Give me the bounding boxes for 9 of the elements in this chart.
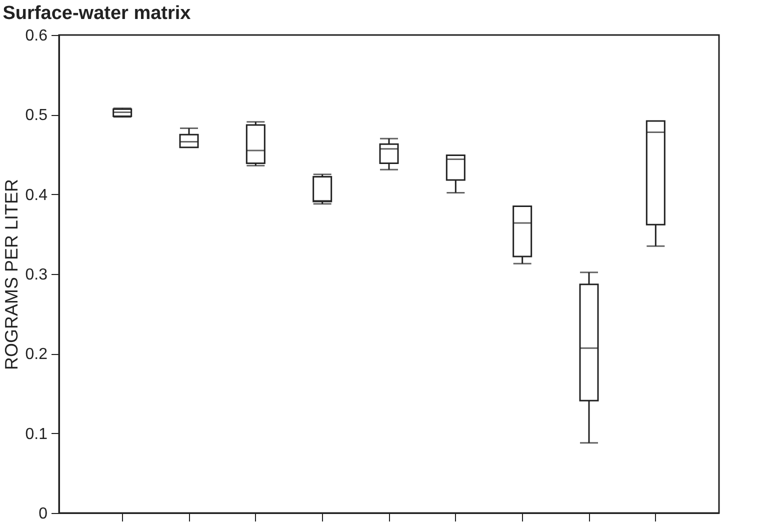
- y-tick-label: 0.2: [25, 346, 48, 364]
- chart-title: Surface-water matrix: [2, 3, 192, 24]
- y-tick-label: 0.4: [25, 186, 48, 204]
- y-tick-label: 0.1: [25, 426, 48, 443]
- y-tick-label: 0.3: [25, 266, 48, 284]
- y-tick-label: 0.6: [25, 28, 48, 44]
- y-tick-label: 0: [38, 506, 48, 522]
- y-axis-title: ROGRAMS PER LITER: [1, 178, 22, 370]
- y-tick-label: 0.5: [25, 107, 48, 124]
